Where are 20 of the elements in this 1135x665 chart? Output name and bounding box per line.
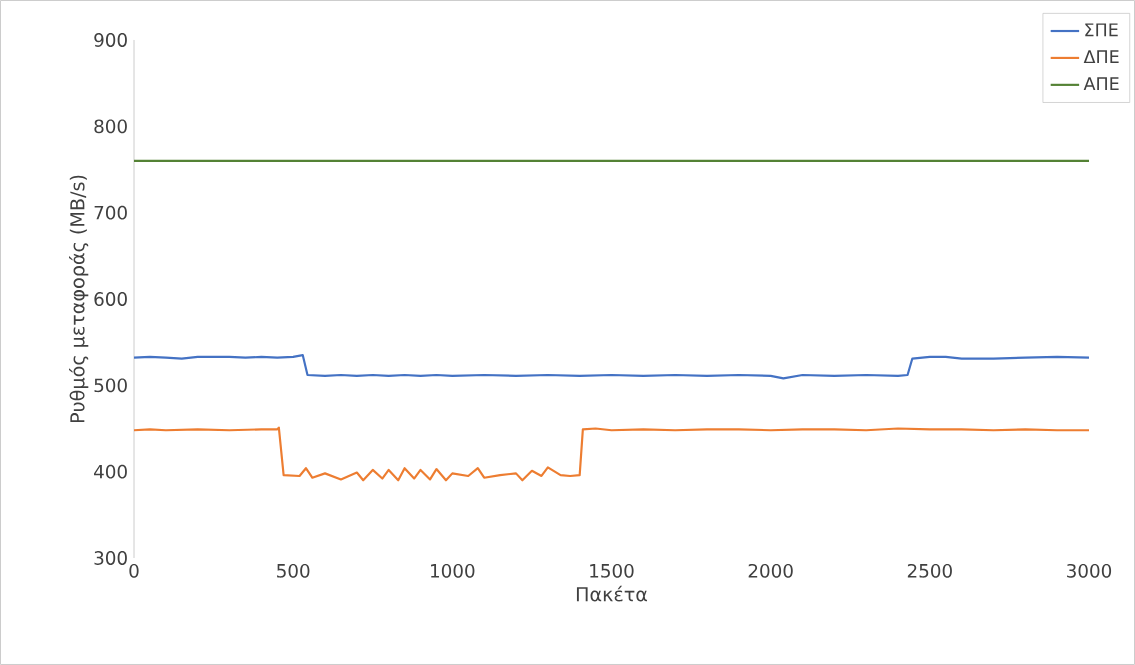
y-tick-label: 400 <box>94 464 127 479</box>
y-tick-label: 700 <box>94 205 127 220</box>
x-tick-label: 3000 <box>1067 563 1112 578</box>
x-tick-label: 500 <box>277 563 310 578</box>
x-tick-label: 1000 <box>431 563 475 578</box>
legend-label: ΣΠΕ <box>1085 23 1118 37</box>
x-tick-label: 2500 <box>907 563 952 578</box>
x-axis-title: Πακέτα <box>576 585 648 602</box>
x-tick-label: 2000 <box>748 563 793 578</box>
legend-label: ΑΠΕ <box>1083 77 1119 90</box>
x-tick-label: 0 <box>129 563 139 578</box>
legend-label: ΔΠΕ <box>1083 50 1119 64</box>
y-tick-label: 900 <box>94 33 127 47</box>
line-series <box>132 426 1091 482</box>
y-axis-title: Ρυθμός μεταφοράς (MB/s) <box>69 175 89 423</box>
y-tick-label: 800 <box>94 119 127 134</box>
y-tick-label: 600 <box>94 292 127 306</box>
y-tick-label: 500 <box>94 378 127 393</box>
x-tick-label: 1500 <box>590 563 634 578</box>
y-tick-label: 300 <box>94 551 127 565</box>
